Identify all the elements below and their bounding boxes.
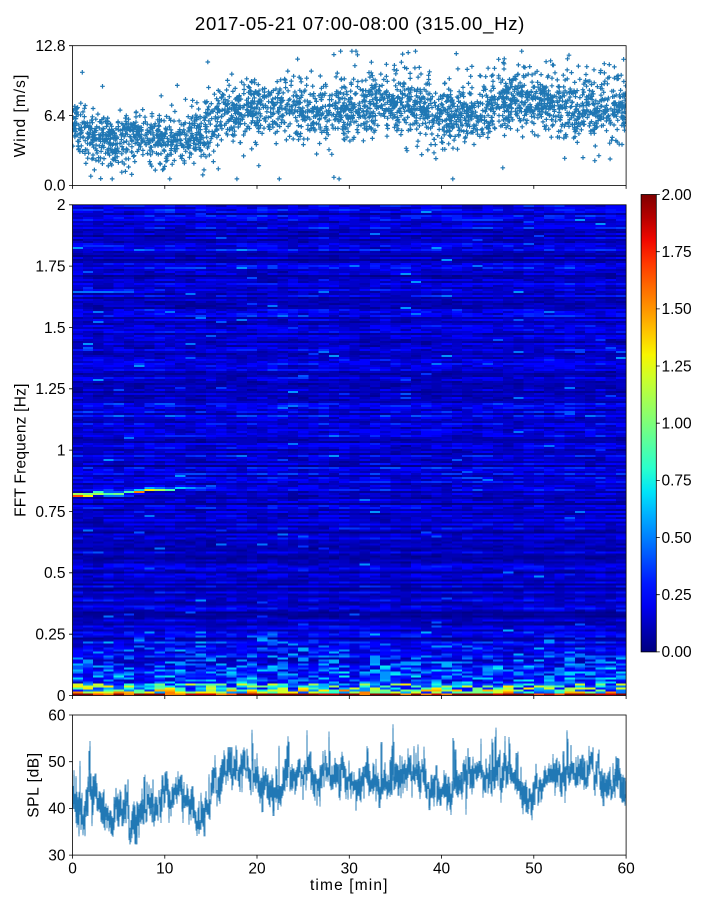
svg-text:1.50: 1.50 <box>662 301 693 318</box>
svg-text:1.75: 1.75 <box>35 258 65 275</box>
svg-text:SPL [dB]: SPL [dB] <box>26 752 43 817</box>
svg-text:50: 50 <box>525 861 543 878</box>
svg-text:60: 60 <box>48 707 66 724</box>
svg-text:0.00: 0.00 <box>662 644 693 661</box>
svg-text:0.25: 0.25 <box>662 587 692 604</box>
svg-text:FFT Frequenz [Hz]: FFT Frequenz [Hz] <box>13 383 30 517</box>
svg-text:40: 40 <box>48 801 66 818</box>
svg-text:10: 10 <box>156 861 174 878</box>
svg-text:60: 60 <box>617 861 635 878</box>
svg-text:1: 1 <box>57 442 66 459</box>
svg-text:40: 40 <box>433 861 451 878</box>
svg-text:2.00: 2.00 <box>662 187 693 204</box>
svg-text:0.25: 0.25 <box>35 626 65 643</box>
svg-text:1.25: 1.25 <box>35 381 65 398</box>
svg-text:30: 30 <box>48 847 66 864</box>
svg-text:0: 0 <box>57 688 66 705</box>
svg-text:1.5: 1.5 <box>44 320 66 337</box>
svg-text:0.0: 0.0 <box>44 178 66 195</box>
svg-text:50: 50 <box>48 754 66 771</box>
svg-text:0.75: 0.75 <box>35 504 65 521</box>
svg-text:30: 30 <box>341 861 359 878</box>
svg-text:Wind [m/s]: Wind [m/s] <box>12 74 29 158</box>
svg-text:20: 20 <box>248 861 266 878</box>
svg-text:0: 0 <box>68 861 77 878</box>
svg-text:12.8: 12.8 <box>35 38 65 55</box>
svg-text:1.25: 1.25 <box>662 358 692 375</box>
svg-text:1.00: 1.00 <box>662 416 693 433</box>
svg-text:1.75: 1.75 <box>662 244 692 261</box>
svg-text:0.75: 0.75 <box>662 473 692 490</box>
svg-text:2017-05-21 07:00-08:00 (315.00: 2017-05-21 07:00-08:00 (315.00_Hz) <box>195 13 525 35</box>
svg-text:time [min]: time [min] <box>310 877 389 894</box>
svg-text:0.5: 0.5 <box>44 565 66 582</box>
svg-text:0.50: 0.50 <box>662 530 693 547</box>
svg-text:2: 2 <box>57 197 66 214</box>
svg-text:6.4: 6.4 <box>44 108 66 125</box>
